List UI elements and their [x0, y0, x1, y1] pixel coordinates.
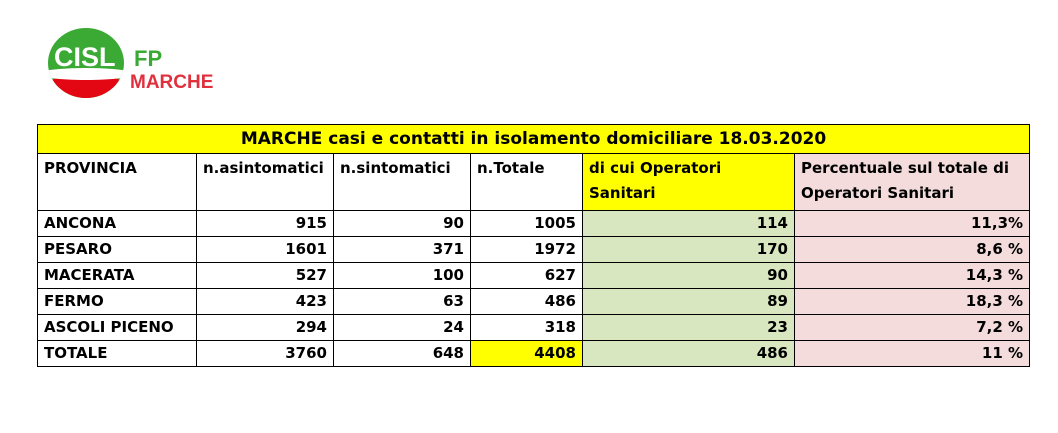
cisl-fp-logo: CISL FP MARCHE	[48, 28, 218, 103]
cell-totale: 318	[470, 314, 583, 341]
cell-operatori-sanitari: 90	[582, 262, 795, 289]
cell-percentuale: 11,3%	[793, 210, 1031, 237]
cell-asintomatici: 527	[196, 262, 334, 289]
cell-asintomatici: 915	[196, 210, 334, 237]
cell-provincia: MACERATA	[37, 262, 197, 289]
table-title: MARCHE casi e contatti in isolamento dom…	[36, 124, 1031, 154]
cell-percentuale: 18,3 %	[793, 288, 1031, 315]
cell-provincia: ASCOLI PICENO	[37, 314, 197, 341]
cell-percentuale: 14,3 %	[793, 262, 1031, 289]
cell-operatori-sanitari: 114	[582, 210, 795, 237]
cell-operatori-sanitari: 486	[582, 340, 795, 367]
logo-sub: FP	[134, 46, 163, 71]
header-operatori-sanitari: di cui Operatori Sanitari	[582, 153, 795, 211]
cell-provincia: ANCONA	[37, 210, 197, 237]
cell-provincia: TOTALE	[37, 340, 197, 367]
cell-sintomatici: 63	[333, 288, 471, 315]
logo-brand: CISL	[54, 42, 116, 72]
cell-totale: 1972	[470, 236, 583, 263]
cell-totale: 486	[470, 288, 583, 315]
table-header-row: PROVINCIA n.asintomatici n.sintomatici n…	[37, 153, 1031, 211]
cell-totale: 1005	[470, 210, 583, 237]
cell-totale: 4408	[470, 340, 583, 367]
table-title-row: MARCHE casi e contatti in isolamento dom…	[36, 124, 1031, 154]
table-row: TOTALE 3760 648 4408 486 11 %	[37, 340, 1031, 367]
header-percentuale: Percentuale sul totale di Operatori Sani…	[793, 153, 1031, 211]
cell-asintomatici: 294	[196, 314, 334, 341]
table-row: ANCONA 915 90 1005 114 11,3%	[37, 210, 1031, 237]
table-row: PESARO 1601 371 1972 170 8,6 %	[37, 236, 1031, 263]
cell-sintomatici: 100	[333, 262, 471, 289]
cell-sintomatici: 90	[333, 210, 471, 237]
logo-region: MARCHE	[130, 72, 214, 93]
logo-emblem	[48, 28, 124, 98]
cell-percentuale: 8,6 %	[793, 236, 1031, 263]
cell-sintomatici: 371	[333, 236, 471, 263]
table-row: FERMO 423 63 486 89 18,3 %	[37, 288, 1031, 315]
table-row: ASCOLI PICENO 294 24 318 23 7,2 %	[37, 314, 1031, 341]
cell-totale: 627	[470, 262, 583, 289]
cell-provincia: PESARO	[37, 236, 197, 263]
header-asintomatici: n.asintomatici	[196, 153, 334, 211]
cell-sintomatici: 24	[333, 314, 471, 341]
cell-provincia: FERMO	[37, 288, 197, 315]
cell-percentuale: 11 %	[793, 340, 1031, 367]
cell-asintomatici: 3760	[196, 340, 334, 367]
cell-operatori-sanitari: 170	[582, 236, 795, 263]
cell-sintomatici: 648	[333, 340, 471, 367]
table-row: MACERATA 527 100 627 90 14,3 %	[37, 262, 1031, 289]
header-sintomatici: n.sintomatici	[333, 153, 471, 211]
cell-operatori-sanitari: 89	[582, 288, 795, 315]
cell-percentuale: 7,2 %	[793, 314, 1031, 341]
cell-asintomatici: 423	[196, 288, 334, 315]
header-provincia: PROVINCIA	[37, 153, 197, 211]
isolation-cases-table: MARCHE casi e contatti in isolamento dom…	[36, 124, 1031, 367]
cell-asintomatici: 1601	[196, 236, 334, 263]
cell-operatori-sanitari: 23	[582, 314, 795, 341]
header-totale: n.Totale	[470, 153, 583, 211]
